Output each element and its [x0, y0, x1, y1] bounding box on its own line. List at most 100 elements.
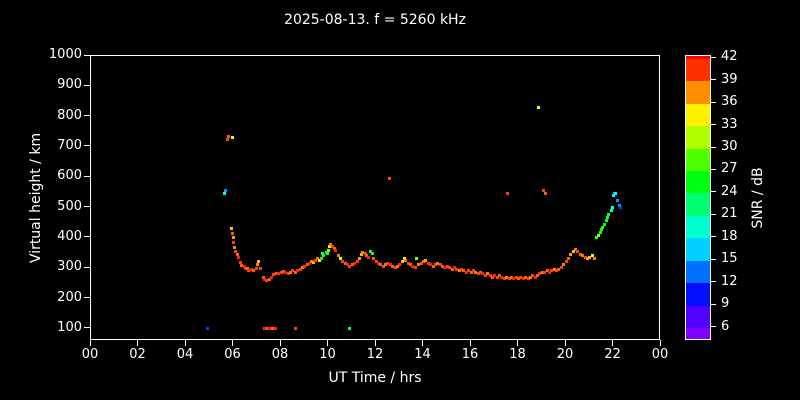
y-tick: [84, 206, 90, 208]
data-point: [281, 269, 285, 273]
data-point: [455, 267, 459, 271]
y-tick: [84, 327, 90, 329]
data-point: [541, 189, 545, 193]
data-point: [426, 261, 430, 265]
data-point: [505, 275, 509, 279]
x-tick-label: 18: [509, 347, 526, 362]
data-point: [457, 269, 461, 273]
x-tick-label: 08: [271, 347, 289, 362]
data-point: [379, 263, 383, 267]
data-point: [353, 261, 357, 265]
data-point: [528, 275, 532, 279]
data-point: [460, 267, 463, 271]
colorbar-segment: [686, 237, 710, 261]
data-point: [261, 276, 265, 280]
data-point: [588, 255, 592, 259]
data-point: [533, 275, 537, 279]
data-point: [581, 254, 585, 258]
data-point: [514, 275, 518, 279]
data-point: [319, 256, 323, 260]
data-point: [469, 270, 473, 274]
data-point: [583, 255, 587, 259]
colorbar-tick-label: 18: [721, 228, 738, 244]
colorbar-tick-label: 39: [721, 71, 738, 87]
y-tick: [84, 236, 90, 238]
colorbar-tick: [711, 191, 716, 193]
data-point: [230, 231, 234, 235]
data-point: [265, 279, 269, 283]
data-point: [274, 271, 278, 275]
x-tick-label: 10: [319, 347, 336, 362]
data-point: [363, 252, 367, 256]
data-point: [547, 270, 551, 274]
data-point: [384, 263, 387, 267]
data-point: [205, 327, 209, 331]
data-point: [569, 252, 573, 256]
data-point: [462, 269, 466, 273]
data-point: [289, 270, 292, 274]
data-point: [507, 277, 511, 281]
colorbar-tick: [711, 326, 716, 328]
data-point: [329, 243, 333, 247]
data-point: [614, 192, 618, 196]
data-point: [293, 327, 297, 331]
data-point: [223, 189, 227, 193]
data-point: [243, 266, 247, 270]
data-point: [486, 272, 490, 276]
data-point: [598, 230, 602, 234]
data-point: [350, 263, 354, 267]
x-tick: [517, 340, 518, 346]
x-tick-label: 06: [224, 347, 241, 362]
data-point: [271, 327, 275, 331]
data-point: [232, 240, 235, 244]
data-point: [408, 263, 412, 267]
data-point: [317, 258, 321, 262]
data-point: [574, 248, 577, 252]
data-point: [566, 257, 570, 261]
data-point: [277, 272, 281, 276]
data-point: [393, 266, 397, 270]
y-tick-label: 200: [57, 289, 82, 305]
data-point: [305, 263, 309, 267]
data-point: [279, 270, 283, 274]
x-tick-label: 14: [414, 347, 431, 362]
colorbar-segment: [686, 282, 710, 306]
data-point: [571, 249, 575, 253]
data-point: [267, 327, 271, 331]
data-point: [254, 266, 258, 270]
colorbar-tick: [711, 258, 716, 260]
colorbar-segment: [686, 215, 710, 239]
data-point: [235, 253, 239, 257]
data-point: [474, 270, 478, 274]
data-point: [419, 261, 423, 265]
colorbar-segment: [686, 58, 710, 82]
colorbar-tick-label: 9: [721, 296, 730, 312]
data-point: [512, 277, 516, 281]
data-point: [233, 245, 237, 249]
data-point: [255, 263, 259, 267]
data-point: [252, 269, 256, 273]
data-point: [479, 270, 482, 274]
data-point: [247, 268, 251, 272]
data-point: [332, 246, 336, 250]
data-point: [509, 275, 513, 279]
data-point: [521, 277, 525, 281]
data-point: [286, 272, 290, 276]
data-point: [372, 257, 376, 261]
data-point: [336, 254, 340, 257]
data-point: [500, 275, 504, 279]
data-point: [619, 206, 623, 210]
data-point: [602, 223, 606, 227]
data-point: [593, 257, 596, 261]
data-point: [609, 209, 613, 213]
data-point: [596, 233, 600, 237]
data-point: [291, 269, 295, 273]
x-tick-label: 12: [366, 347, 384, 362]
x-tick-label: 00: [81, 347, 99, 362]
colorbar-tick-label: 15: [721, 251, 738, 267]
x-tick: [137, 340, 138, 346]
data-point: [338, 257, 342, 261]
colorbar-segment: [686, 56, 710, 59]
data-point: [471, 269, 475, 273]
